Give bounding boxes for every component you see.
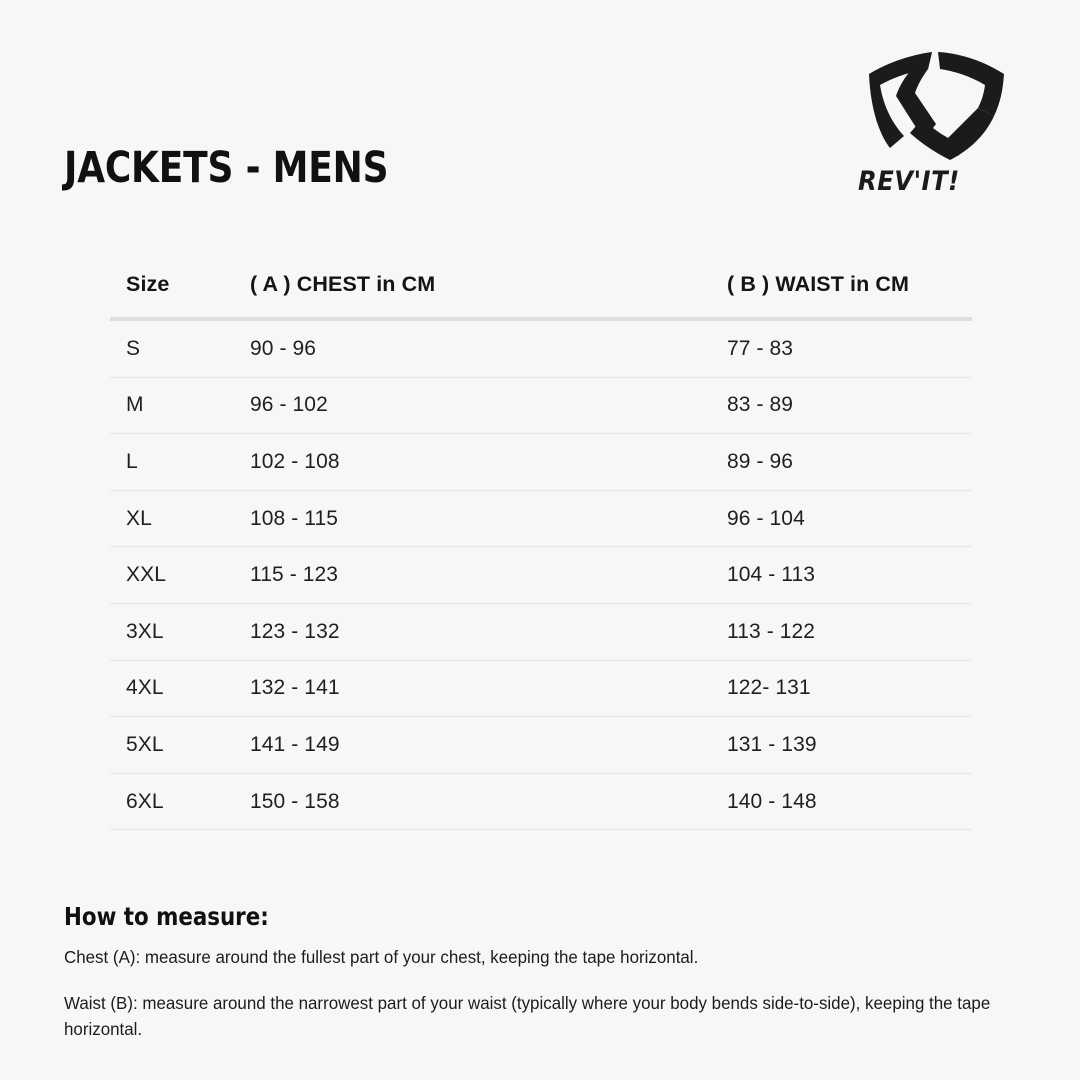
brand-logo: REV'IT! xyxy=(854,52,1018,200)
how-to-measure-heading: How to measure: xyxy=(64,902,269,931)
table-row: XXL 115 - 123 104 - 113 xyxy=(110,547,972,604)
table-row: 3XL 123 - 132 113 - 122 xyxy=(110,603,972,661)
cell-chest: 115 - 123 xyxy=(250,563,339,587)
measure-waist-instruction: Waist (B): measure around the narrowest … xyxy=(64,992,991,1039)
table-header-row: Size ( A ) CHEST in CM ( B ) WAIST in CM xyxy=(110,272,972,319)
cell-chest: 123 - 132 xyxy=(250,619,340,643)
table-row: L 102 - 108 89 - 96 xyxy=(110,434,972,491)
page-title: JACKETS - MENS xyxy=(64,143,389,193)
cell-chest: 96 - 102 xyxy=(250,393,328,417)
cell-size: XXL xyxy=(126,563,166,587)
column-header-size: Size xyxy=(126,272,170,296)
cell-size: M xyxy=(126,393,144,417)
cell-waist: 96 - 104 xyxy=(727,506,805,530)
cell-size: L xyxy=(126,449,138,473)
column-header-chest: ( A ) CHEST in CM xyxy=(250,272,436,296)
cell-size: 5XL xyxy=(126,732,164,756)
cell-size: 4XL xyxy=(126,676,164,700)
table-row: 4XL 132 - 141 122- 131 xyxy=(110,660,972,717)
cell-chest: 132 - 141 xyxy=(250,676,340,700)
cell-waist: 89 - 96 xyxy=(727,449,794,473)
cell-chest: 90 - 96 xyxy=(250,336,317,360)
cell-waist: 77 - 83 xyxy=(727,336,794,360)
table-row: M 96 - 102 83 - 89 xyxy=(110,377,972,434)
cell-chest: 102 - 108 xyxy=(250,449,340,473)
cell-size: S xyxy=(126,336,141,360)
cell-size: 6XL xyxy=(126,789,164,813)
table-row: S 90 - 96 77 - 83 xyxy=(110,319,972,378)
cell-waist: 140 - 148 xyxy=(727,789,817,813)
cell-waist: 104 - 113 xyxy=(727,563,816,587)
table-row: 5XL 141 - 149 131 - 139 xyxy=(110,717,972,774)
cell-chest: 108 - 115 xyxy=(250,506,339,530)
table-row: XL 108 - 115 96 - 104 xyxy=(110,490,972,547)
column-header-waist: ( B ) WAIST in CM xyxy=(727,272,910,296)
revit-shield-icon xyxy=(869,52,1004,160)
how-to-measure-section: How to measure: Chest (A): measure aroun… xyxy=(64,903,1012,1042)
cell-waist: 122- 131 xyxy=(727,676,811,700)
revit-wordmark-text: REV'IT! xyxy=(858,166,960,197)
cell-size: 3XL xyxy=(126,619,164,643)
cell-waist: 83 - 89 xyxy=(727,393,794,417)
measure-chest-instruction: Chest (A): measure around the fullest pa… xyxy=(64,947,699,967)
cell-waist: 113 - 122 xyxy=(727,619,816,643)
cell-chest: 141 - 149 xyxy=(250,732,340,756)
cell-size: XL xyxy=(126,506,152,530)
revit-wordmark: REV'IT! xyxy=(858,166,960,197)
table-row: 6XL 150 - 158 140 - 148 xyxy=(110,773,972,830)
size-chart-table: Size ( A ) CHEST in CM ( B ) WAIST in CM… xyxy=(110,272,972,830)
cell-waist: 131 - 139 xyxy=(727,732,817,756)
cell-chest: 150 - 158 xyxy=(250,789,340,813)
